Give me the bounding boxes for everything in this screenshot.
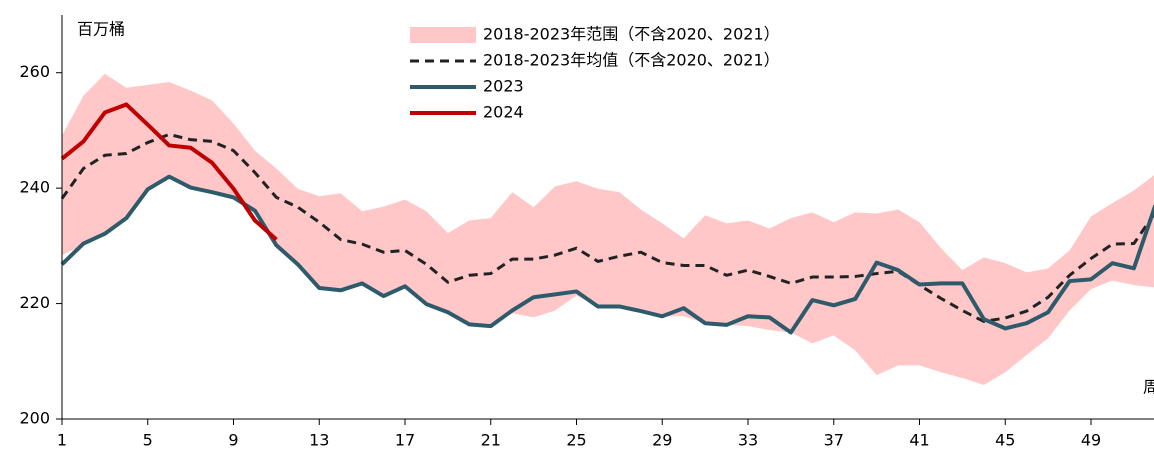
- y-tick-label: 240: [19, 178, 50, 197]
- legend-swatch: [410, 27, 476, 43]
- range-area: [62, 73, 1154, 385]
- y-tick-label: 260: [19, 62, 50, 81]
- x-tick-label: 21: [481, 431, 501, 450]
- legend-label: 2018-2023年范围（不含2020、2021）: [483, 25, 780, 44]
- legend-label: 2024: [483, 103, 524, 122]
- x-tick-label: 37: [824, 431, 844, 450]
- x-axis-label: 周: [1143, 378, 1154, 397]
- x-tick-label: 5: [143, 431, 153, 450]
- legend-label: 2023: [483, 77, 524, 96]
- mean-line: [60, 132, 1154, 323]
- series-line: [60, 102, 278, 242]
- x-tick-label: 1: [57, 431, 67, 450]
- x-tick-label: 25: [566, 431, 586, 450]
- x-tick-label: 9: [228, 431, 238, 450]
- x-tick-label: 29: [652, 431, 672, 450]
- legend-label: 2018-2023年均值（不含2020、2021）: [483, 51, 780, 70]
- x-tick-label: 13: [309, 431, 329, 450]
- y-tick-label: 220: [19, 293, 50, 312]
- x-tick-label: 45: [995, 431, 1015, 450]
- x-tick-label: 33: [738, 431, 758, 450]
- x-tick-label: 17: [395, 431, 415, 450]
- y-axis-label: 百万桶: [77, 20, 125, 39]
- y-tick-label: 200: [19, 409, 50, 428]
- x-tick-label: 49: [1081, 431, 1101, 450]
- x-tick-label: 41: [909, 431, 929, 450]
